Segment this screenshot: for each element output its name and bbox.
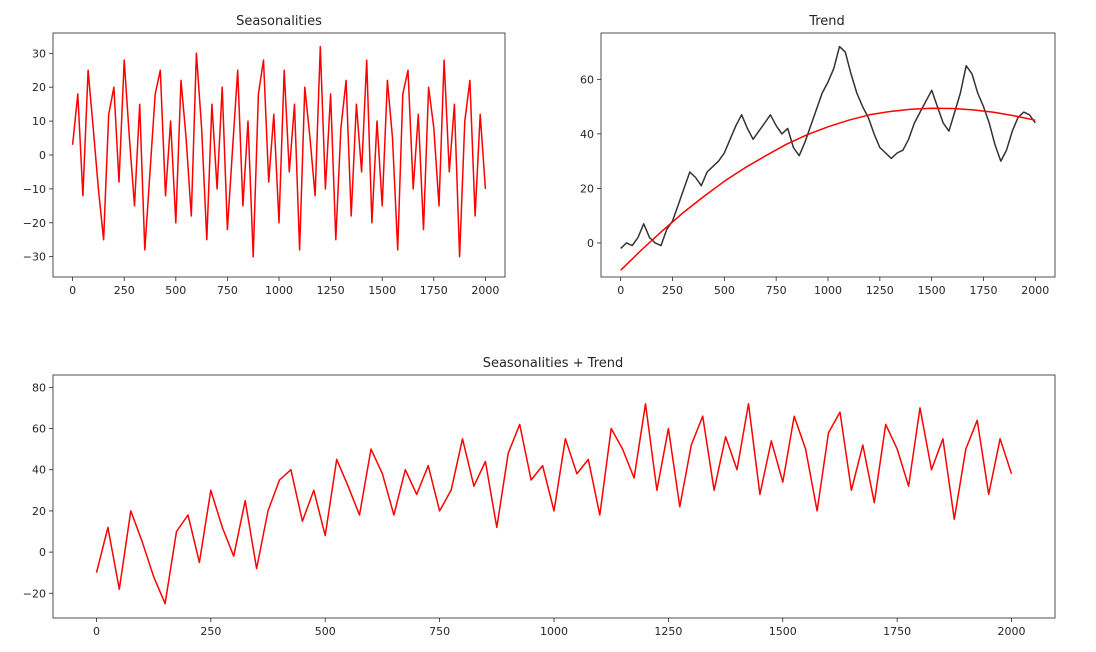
trend-chart: Trend 0 250 500 750 1000 1250 1500 1750 2000 0 20… bbox=[580, 14, 1056, 297]
seasonalities-y-tick-label: 30 bbox=[32, 47, 46, 60]
combined-x-tick-label: 250 bbox=[200, 625, 221, 638]
trend-y-tick-label: 20 bbox=[580, 182, 594, 195]
combined-frame bbox=[52, 374, 1056, 619]
trend-x-tick-label: 0 bbox=[617, 284, 624, 297]
seasonalities-y-tick-label: 10 bbox=[32, 115, 46, 128]
seasonalities-x-tick-label: 250 bbox=[114, 284, 135, 297]
combined-y-tick-label: 60 bbox=[32, 423, 46, 436]
trend-x-tick-label: 1750 bbox=[969, 284, 997, 297]
seasonalities-lines bbox=[71, 45, 487, 258]
combined-x-tick-label: 2000 bbox=[998, 625, 1026, 638]
combined-lines bbox=[95, 403, 1013, 605]
trend-x-tick-label: 500 bbox=[714, 284, 735, 297]
combined-y-tick-label: −20 bbox=[23, 587, 46, 600]
seasonalities-title: Seasonalities bbox=[236, 14, 322, 29]
seasonalities-x-tick-label: 2000 bbox=[471, 284, 499, 297]
seasonalities-y-tick-label: −30 bbox=[23, 251, 46, 264]
combined-y-tick-label: 80 bbox=[32, 381, 46, 394]
combined-x-tick-label: 1750 bbox=[883, 625, 911, 638]
seasonalities-x-tick-label: 1250 bbox=[317, 284, 345, 297]
combined-x-tick-label: 0 bbox=[93, 625, 100, 638]
trend-y-tick-label: 0 bbox=[587, 237, 594, 250]
combined-x-tick-label: 1500 bbox=[769, 625, 797, 638]
trend-x-tick-label: 1500 bbox=[918, 284, 946, 297]
trend-y-tick-label: 40 bbox=[580, 128, 594, 141]
seasonalities-x-tick-label: 1500 bbox=[368, 284, 396, 297]
combined-x-tick-label: 1250 bbox=[654, 625, 682, 638]
trend-title: Trend bbox=[808, 14, 845, 29]
combined-y-tick-label: 20 bbox=[32, 505, 46, 518]
combined-y-axis: −20 0 20 40 60 80 bbox=[23, 381, 53, 600]
trend-y-tick-label: 60 bbox=[580, 73, 594, 86]
seasonalities-series-0-line bbox=[71, 45, 487, 258]
seasonalities-y-tick-label: 20 bbox=[32, 81, 46, 94]
trend-x-axis: 0 250 500 750 1000 1250 1500 1750 2000 bbox=[617, 277, 1049, 297]
seasonalities-chart: Seasonalities 0 250 500 750 1000 1250 1500 1750… bbox=[23, 14, 506, 297]
seasonalities-y-tick-label: −10 bbox=[23, 183, 46, 196]
combined-y-tick-label: 0 bbox=[39, 546, 46, 559]
trend-x-tick-label: 1000 bbox=[814, 284, 842, 297]
seasonalities-x-tick-label: 1750 bbox=[420, 284, 448, 297]
trend-x-tick-label: 2000 bbox=[1021, 284, 1049, 297]
combined-title: Seasonalities + Trend bbox=[483, 356, 624, 371]
seasonalities-y-tick-label: 0 bbox=[39, 149, 46, 162]
combined-x-tick-label: 750 bbox=[429, 625, 450, 638]
seasonalities-x-tick-label: 1000 bbox=[265, 284, 293, 297]
trend-series-1-line bbox=[620, 107, 1036, 271]
seasonalities-x-tick-label: 500 bbox=[165, 284, 186, 297]
seasonalities-x-axis: 0 250 500 750 1000 1250 1500 1750 2000 bbox=[69, 277, 499, 297]
combined-series-0-line bbox=[95, 403, 1013, 605]
trend-x-tick-label: 1250 bbox=[866, 284, 894, 297]
combined-y-tick-label: 40 bbox=[32, 464, 46, 477]
trend-frame bbox=[600, 32, 1056, 278]
seasonalities-x-tick-label: 750 bbox=[217, 284, 238, 297]
trend-lines bbox=[620, 45, 1036, 271]
trend-series-0-line bbox=[620, 45, 1036, 249]
combined-x-tick-label: 500 bbox=[315, 625, 336, 638]
combined-x-tick-label: 1000 bbox=[540, 625, 568, 638]
combined-x-axis: 0 250 500 750 1000 1250 1500 1750 2000 bbox=[93, 618, 1026, 638]
trend-x-tick-label: 750 bbox=[766, 284, 787, 297]
combined-chart: Seasonalities + Trend 0 250 500 750 1000 1250… bbox=[23, 356, 1056, 638]
trend-x-tick-label: 250 bbox=[662, 284, 683, 297]
seasonalities-y-axis: −30 −20 −10 0 10 20 30 bbox=[23, 47, 53, 264]
trend-y-axis: 0 20 40 60 bbox=[580, 73, 601, 250]
seasonalities-y-tick-label: −20 bbox=[23, 217, 46, 230]
seasonalities-x-tick-label: 0 bbox=[69, 284, 76, 297]
